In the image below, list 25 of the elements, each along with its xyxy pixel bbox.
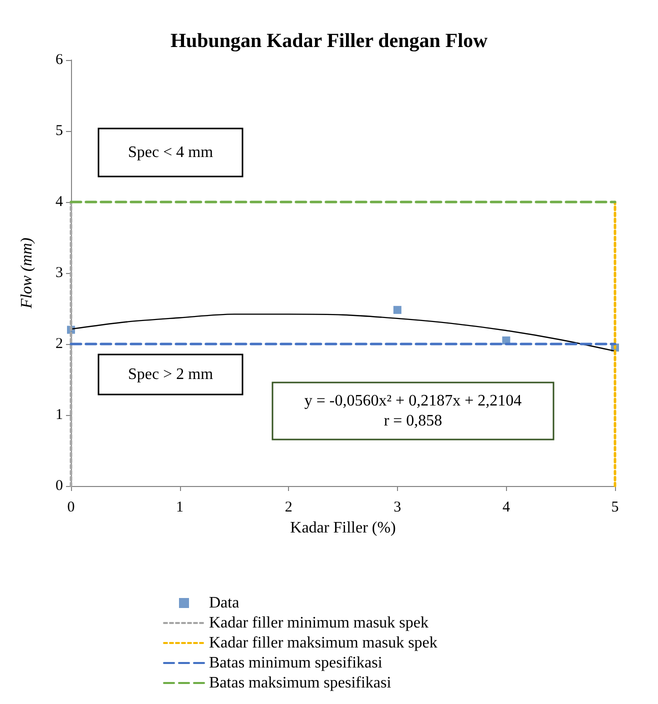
- x-axis-title: Kadar Filler (%): [290, 520, 396, 536]
- y-tick-label: 6: [56, 52, 64, 68]
- legend-label: Batas maksimum spesifikasi: [209, 674, 392, 692]
- y-tick-label: 4: [56, 194, 64, 210]
- legend-label: Data: [209, 594, 240, 612]
- annotation: Spec > 2 mm: [128, 366, 214, 383]
- y-axis-title: Flow (mm): [18, 238, 36, 310]
- y-tick-label: 5: [56, 123, 63, 139]
- x-tick-label: 5: [611, 500, 619, 516]
- y-tick-label: 1: [56, 407, 63, 423]
- legend-label: Kadar filler maksimum masuk spek: [209, 634, 438, 652]
- point: [393, 306, 402, 314]
- x-tick-label: 2: [284, 500, 292, 516]
- legend-label: Batas minimum spesifikasi: [209, 654, 383, 672]
- y-tick-label: 3: [56, 265, 63, 281]
- chart-title: Hubungan Kadar Filler dengan Flow: [170, 30, 488, 52]
- y-tick-label: 0: [56, 478, 63, 494]
- x-tick-label: 3: [394, 500, 402, 516]
- legend-label: Kadar filler minimum masuk spek: [209, 614, 429, 632]
- x-tick-label: 0: [67, 500, 75, 516]
- x-tick-label: 1: [176, 500, 184, 516]
- x-tick-label: 4: [502, 500, 510, 516]
- y-tick-label: 2: [56, 336, 63, 352]
- annotation: y = -0,0560x² + 0,2187x + 2,2104 r = 0,858: [304, 392, 522, 430]
- annotation: Spec < 4 mm: [128, 144, 214, 161]
